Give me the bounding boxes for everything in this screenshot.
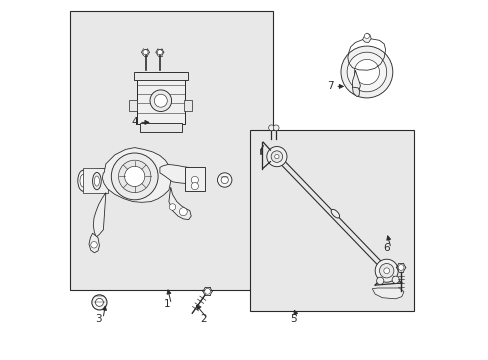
Polygon shape	[89, 233, 99, 253]
Circle shape	[376, 277, 383, 284]
Polygon shape	[371, 288, 403, 299]
Text: 2: 2	[200, 314, 206, 324]
Bar	[83, 168, 107, 193]
Circle shape	[150, 90, 171, 112]
Bar	[129, 100, 137, 111]
Polygon shape	[93, 193, 106, 237]
Polygon shape	[362, 33, 370, 42]
Circle shape	[397, 265, 403, 270]
Circle shape	[142, 50, 148, 55]
Circle shape	[274, 154, 279, 159]
Ellipse shape	[94, 176, 99, 186]
Circle shape	[92, 295, 107, 310]
Bar	[249, 130, 413, 311]
Text: 7: 7	[327, 81, 333, 91]
Circle shape	[157, 50, 162, 55]
Circle shape	[221, 176, 228, 184]
Circle shape	[154, 94, 167, 107]
Circle shape	[191, 183, 198, 190]
Circle shape	[111, 153, 158, 200]
Bar	[70, 11, 273, 290]
Circle shape	[217, 173, 231, 187]
Circle shape	[270, 151, 282, 162]
Ellipse shape	[78, 170, 88, 191]
Polygon shape	[352, 70, 360, 91]
Circle shape	[340, 46, 392, 98]
Text: 5: 5	[289, 314, 296, 324]
Polygon shape	[352, 87, 359, 96]
Circle shape	[346, 52, 386, 92]
Circle shape	[95, 298, 103, 306]
Circle shape	[179, 208, 187, 216]
Text: 6: 6	[383, 243, 389, 253]
Circle shape	[191, 176, 198, 184]
Ellipse shape	[92, 172, 101, 190]
Ellipse shape	[330, 210, 339, 218]
Circle shape	[391, 276, 399, 283]
Circle shape	[379, 264, 393, 278]
Bar	[136, 72, 185, 124]
Circle shape	[354, 59, 379, 85]
Polygon shape	[102, 148, 170, 202]
Circle shape	[204, 288, 210, 294]
Text: 1: 1	[163, 299, 170, 309]
Polygon shape	[160, 165, 197, 184]
Circle shape	[364, 33, 368, 39]
Bar	[185, 167, 204, 191]
Circle shape	[118, 160, 151, 193]
Circle shape	[383, 268, 389, 274]
Circle shape	[266, 147, 286, 167]
Circle shape	[374, 259, 397, 282]
Circle shape	[273, 125, 279, 131]
Circle shape	[268, 125, 274, 131]
Circle shape	[91, 242, 97, 248]
Circle shape	[169, 204, 175, 210]
Text: 4: 4	[131, 117, 138, 127]
Polygon shape	[168, 187, 191, 220]
Ellipse shape	[80, 175, 86, 187]
Bar	[133, 72, 187, 80]
Text: 3: 3	[95, 314, 102, 324]
Circle shape	[124, 166, 144, 186]
Bar	[140, 123, 181, 132]
Bar	[184, 100, 192, 111]
